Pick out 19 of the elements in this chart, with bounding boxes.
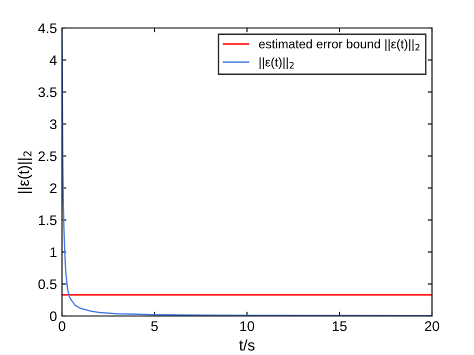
legend-label: estimated error bound ||ε(t)||$_{2}$	[259, 39, 420, 51]
x-tick-label: 0	[58, 321, 66, 332]
y-tick-label: 2	[50, 183, 56, 194]
x-axis-title: t/s	[239, 339, 255, 351]
y-tick-label: 1	[50, 247, 56, 258]
y-tick-label: 2.5	[38, 151, 57, 162]
x-tick-label: 20	[424, 321, 440, 332]
x-tick-label: 10	[240, 321, 254, 332]
y-tick-label: 3.5	[38, 87, 57, 98]
y-tick-label: 0	[50, 311, 57, 322]
y-tick-label: 4.5	[38, 23, 57, 34]
y-tick-label: 0.5	[38, 279, 57, 290]
legend-label: ||ε(t)||$_{2}$	[260, 57, 294, 70]
y-axis-title: ||ε(t)||$_{2}$	[18, 151, 32, 193]
y-tick-label: 4	[50, 55, 57, 66]
y-tick-label: 1.5	[38, 215, 57, 226]
x-tick-label: 15	[332, 321, 347, 332]
y-tick-label: 3	[50, 119, 57, 130]
x-tick-label: 5	[151, 321, 158, 332]
